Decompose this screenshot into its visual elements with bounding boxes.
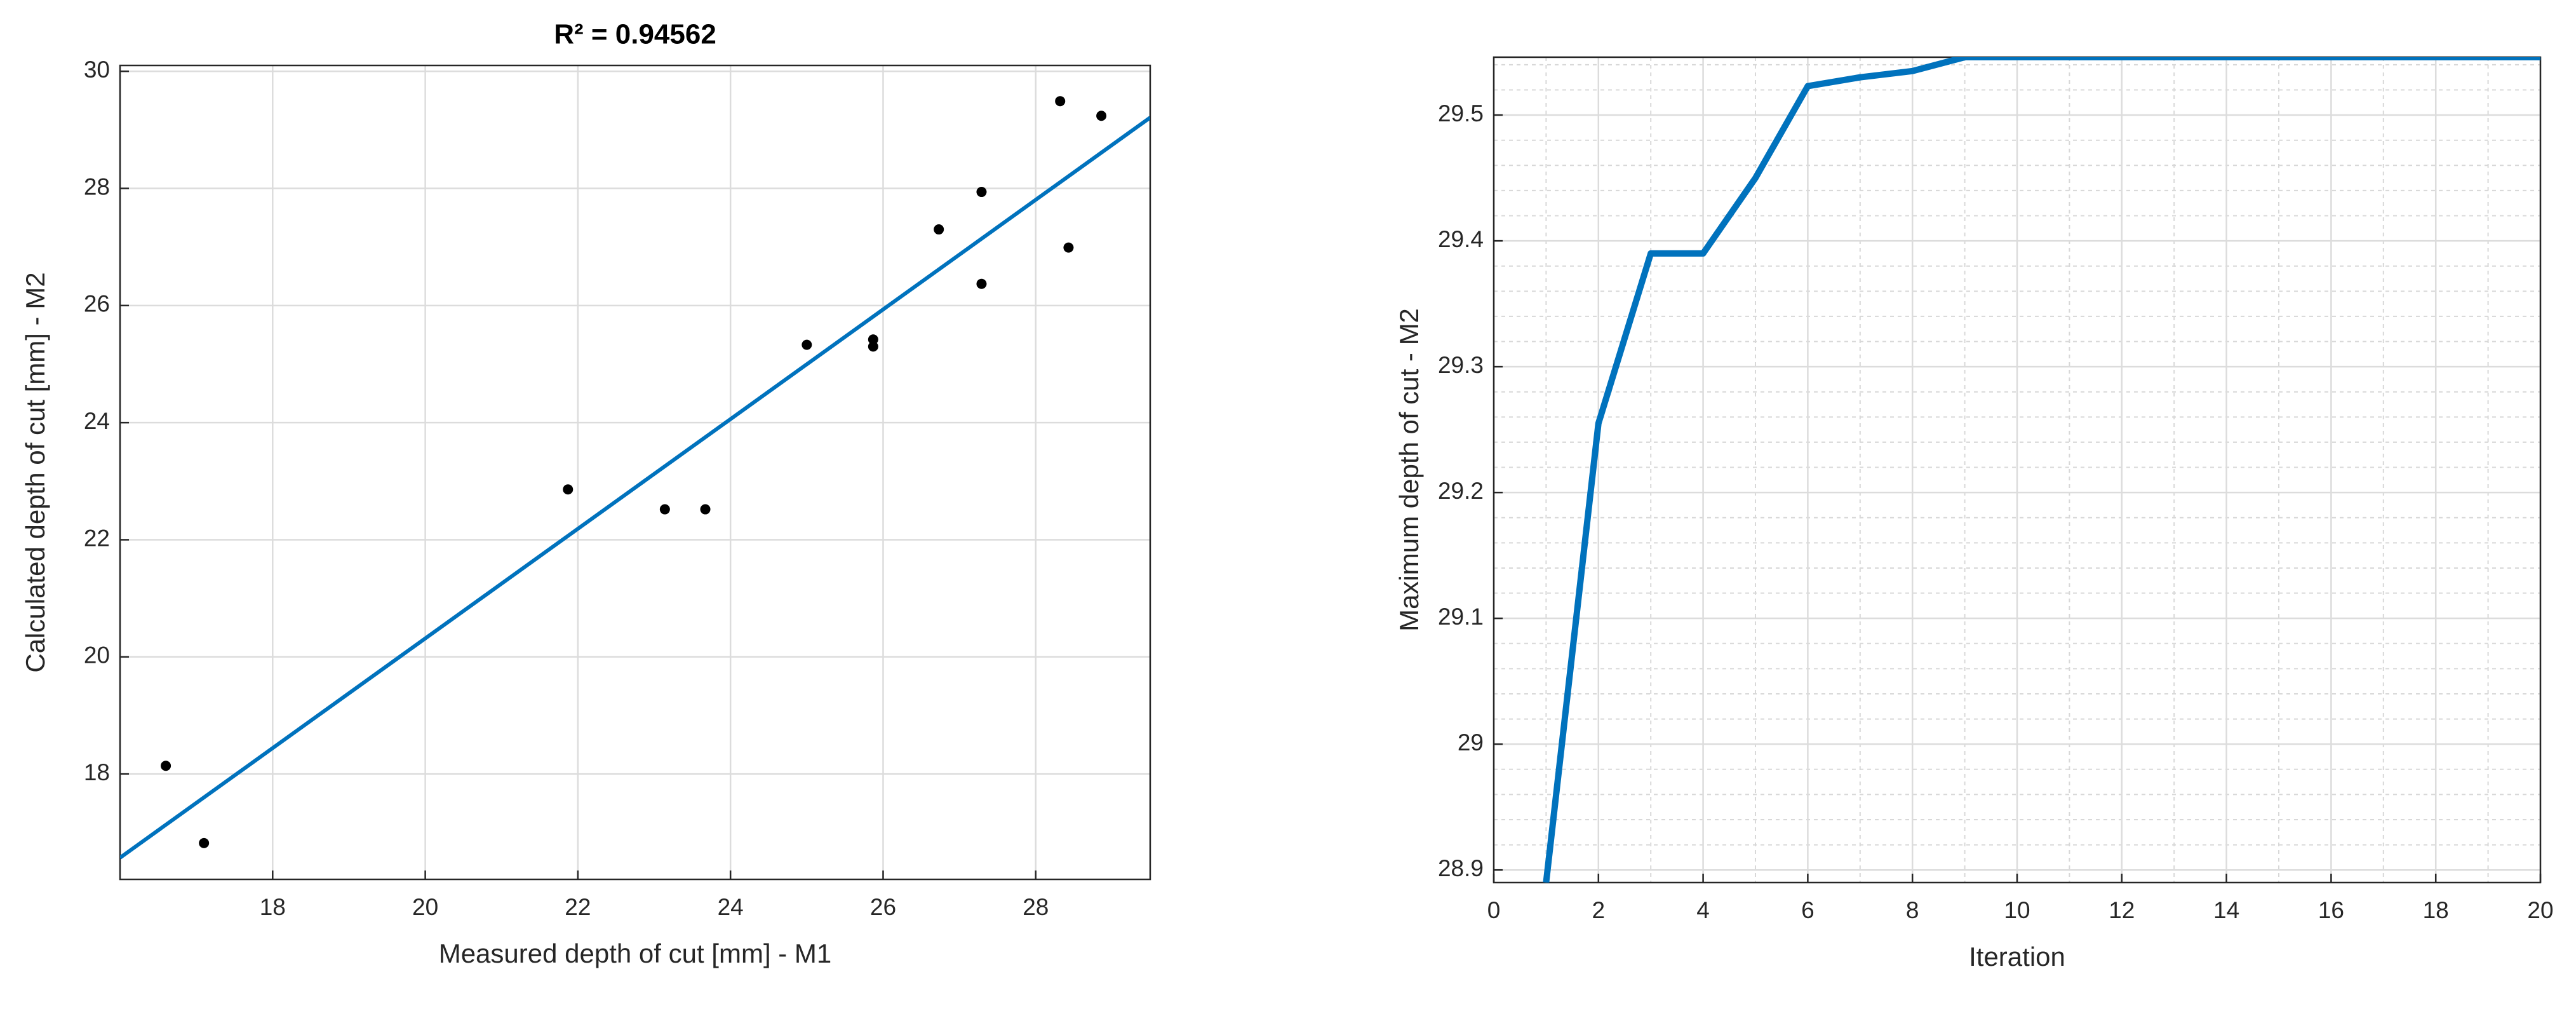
x-tick-label: 0 (1487, 897, 1501, 923)
scatter-point (934, 224, 944, 235)
y-tick-label: 30 (84, 57, 110, 83)
y-axis-label: Maximum depth of cut - M2 (1394, 308, 1424, 632)
y-tick-label: 18 (84, 759, 110, 785)
line (120, 116, 1150, 860)
scatter-point (976, 278, 987, 289)
x-tick-label: 4 (1696, 897, 1710, 923)
scatter-point (659, 504, 670, 515)
y-tick-label: 29 (1458, 729, 1484, 755)
x-axis-label: Iteration (1969, 942, 2065, 972)
chart: 0 2 4 6 8 10 12 14 16 18 20 28.9 29 29.1 29.2 29.3 29.4 2… (1394, 56, 2554, 972)
axes-box (119, 64, 1151, 881)
x-tick-label: 20 (2527, 897, 2553, 923)
scatter-point (563, 484, 574, 495)
y-tick-label: 29.1 (1438, 604, 1484, 630)
x-tick-label: 20 (412, 894, 438, 920)
y-tick-label: 28.9 (1438, 855, 1484, 881)
plot-content (120, 96, 1150, 860)
x-tick-label: 2 (1592, 897, 1606, 923)
y-tick-label: 28 (84, 173, 110, 200)
x-tick-label: 26 (870, 894, 896, 920)
scatter-point (1063, 242, 1074, 253)
y-tick-label: 26 (84, 291, 110, 317)
chart-title: R² = 0.94562 (554, 19, 716, 50)
x-tick-label: 8 (1906, 897, 1919, 923)
y-tick-label: 29.4 (1438, 226, 1484, 252)
x-tick-label: 24 (718, 894, 744, 920)
x-tick-label: 22 (565, 894, 591, 920)
line (1543, 57, 2540, 883)
y-tick-label: 29.2 (1438, 478, 1484, 504)
y-tick-label: 24 (84, 408, 110, 434)
x-axis-label: Measured depth of cut [mm] - M1 (439, 938, 832, 968)
y-tick-label: 20 (84, 642, 110, 668)
scatter-point (1096, 111, 1107, 121)
x-tick-label: 6 (1801, 897, 1815, 923)
y-tick-label: 29.5 (1438, 100, 1484, 126)
y-tick-label: 29.3 (1438, 352, 1484, 378)
x-tick-label: 28 (1023, 894, 1049, 920)
x-tick-label: 16 (2318, 897, 2344, 923)
scatter-point (1055, 96, 1066, 107)
x-tick-label: 12 (2109, 897, 2135, 923)
scatter-point (868, 341, 878, 352)
scatter-point (161, 761, 171, 771)
x-tick-label: 18 (2423, 897, 2449, 923)
plot-content (1543, 57, 2540, 883)
x-tick-label: 18 (260, 894, 286, 920)
chart: 18 20 22 24 26 28 18 20 22 24 26 28 30 R² = 0.94562 Me… (20, 19, 1151, 968)
scatter-point (700, 504, 711, 515)
scatter-point (976, 187, 987, 198)
scatter-point (199, 837, 210, 848)
y-tick-label: 22 (84, 525, 110, 551)
x-tick-label: 14 (2213, 897, 2239, 923)
x-tick-label: 10 (2004, 897, 2030, 923)
scatter-point (802, 339, 812, 350)
scatter-point (868, 334, 878, 345)
y-axis-label: Calculated depth of cut [mm] - M2 (20, 272, 50, 672)
plot-area (120, 65, 1150, 879)
